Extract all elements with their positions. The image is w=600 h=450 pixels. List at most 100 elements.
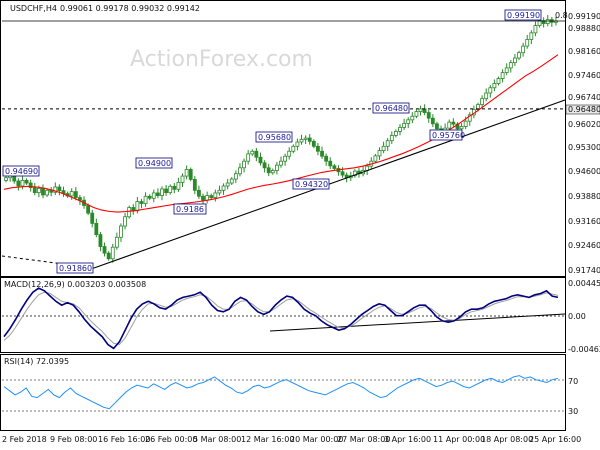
candle — [143, 195, 148, 204]
candle — [422, 108, 427, 113]
macd-line — [3, 287, 559, 350]
corner-label: 0.8 — [555, 11, 568, 20]
candle — [86, 205, 91, 214]
candle — [414, 111, 419, 117]
candle — [517, 52, 521, 59]
candle — [127, 207, 132, 218]
candle — [451, 121, 456, 125]
candle — [504, 67, 509, 73]
candle — [430, 117, 435, 125]
macd-y-tick: -0.00462 — [568, 345, 600, 354]
x-tick: 12 Mar 16:00 — [241, 435, 294, 444]
candle — [90, 212, 95, 224]
candle — [250, 150, 255, 155]
x-tick: 5 Mar 08:00 — [193, 435, 241, 444]
candle — [307, 137, 312, 142]
price-y-tick: 0.97460 — [568, 71, 600, 80]
candle — [316, 145, 320, 152]
x-tick: 27 Mar 08:00 — [337, 435, 390, 444]
level-label: 0.95760 — [432, 131, 465, 140]
candle — [418, 108, 423, 112]
level-label: 0.96480 — [375, 104, 408, 113]
price-y-tick: 0.96740 — [568, 93, 600, 102]
macd-signal-line — [3, 291, 559, 346]
candle — [123, 216, 127, 227]
candle — [172, 185, 177, 190]
candle — [28, 182, 33, 189]
candle — [205, 195, 210, 201]
candle — [533, 25, 538, 34]
candle — [324, 155, 329, 162]
x-tick: 18 Apr 08:00 — [481, 435, 533, 444]
x-tick: 3 Apr 16:00 — [384, 435, 431, 444]
candle — [480, 98, 484, 106]
candle — [147, 195, 152, 199]
candle — [484, 92, 489, 100]
moving-average — [3, 54, 559, 213]
level-label-box — [429, 129, 463, 141]
level-label-box — [173, 203, 207, 215]
level-label-box — [504, 9, 542, 21]
macd-panel — [0, 277, 566, 353]
candle — [410, 115, 415, 121]
candle — [492, 83, 497, 89]
candle — [98, 234, 103, 247]
candle — [262, 162, 267, 169]
candle — [377, 150, 382, 157]
price-y-tick: 0.93880 — [568, 192, 600, 201]
candle — [217, 189, 222, 194]
candle — [435, 123, 439, 130]
candle — [53, 186, 58, 193]
price-y-tick: 0.94600 — [568, 167, 600, 176]
resistance-marker — [565, 104, 600, 115]
candle — [32, 187, 37, 194]
candle — [45, 189, 49, 196]
candle — [164, 188, 168, 194]
candle — [36, 187, 41, 194]
candle — [41, 187, 45, 196]
candle — [16, 180, 21, 187]
candle — [513, 57, 517, 64]
candle — [406, 119, 411, 124]
candle — [291, 145, 296, 152]
candle — [385, 140, 390, 147]
candle — [209, 195, 214, 198]
candle — [221, 185, 226, 191]
candle — [476, 104, 480, 110]
candle — [381, 145, 386, 152]
rsi-y-tick: 70 — [568, 377, 578, 386]
candle — [180, 175, 185, 183]
candle — [529, 32, 534, 40]
candle — [110, 246, 115, 260]
candle — [24, 179, 29, 184]
price-y-tick: 0.96020 — [568, 120, 600, 129]
macd-lines — [3, 287, 559, 350]
rsi-y-tick: 30 — [568, 407, 578, 416]
macd-title: MACD(12,26,9) 0.003203 0.003508 — [4, 280, 146, 289]
candle — [283, 155, 288, 162]
candle — [254, 150, 259, 158]
rsi-line — [3, 375, 559, 410]
candle — [168, 185, 173, 194]
level-label: 0.94690 — [5, 167, 38, 176]
price-y-tick: 0.93160 — [568, 217, 600, 226]
candle — [57, 186, 62, 192]
x-tick: 2 Feb 2018 — [2, 435, 47, 444]
price-y-axis: 0.99190 0.98880 0.98160 0.97460 0.96740 … — [565, 12, 600, 275]
candles — [4, 14, 558, 263]
candle — [488, 87, 493, 94]
level-labels: 0.94690 0.94900 0.95680 0.96480 0.99190 0.918… — [2, 9, 568, 274]
candle — [176, 181, 181, 190]
candle — [447, 121, 452, 129]
candle — [73, 191, 78, 198]
candle — [225, 182, 230, 187]
level-label: 0.94900 — [138, 159, 171, 168]
macd-trendline — [269, 313, 566, 332]
x-axis: 2 Feb 2018 9 Feb 08:00 16 Feb 16:00 26 F… — [2, 435, 581, 444]
candle — [394, 131, 398, 136]
candle — [340, 171, 345, 176]
level-label-box — [372, 102, 410, 114]
candle — [135, 201, 140, 212]
macd-y-tick: 0.00445 — [568, 279, 600, 288]
